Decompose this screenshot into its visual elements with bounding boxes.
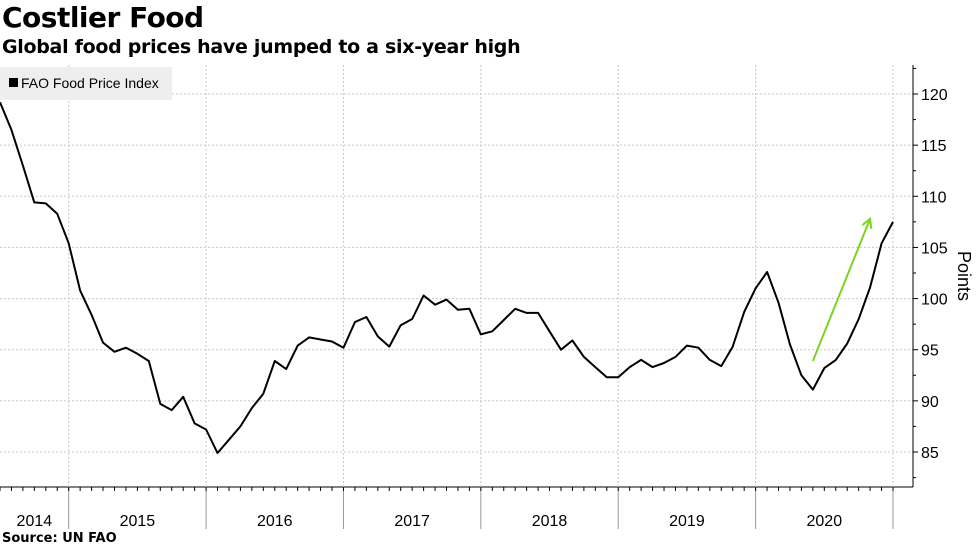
x-tick-label: 2015 — [120, 513, 156, 530]
x-tick-label: 2016 — [257, 513, 293, 530]
arrow-head-icon — [861, 216, 873, 229]
y-tick-label: 95 — [921, 343, 939, 360]
trend-arrow-icon — [811, 218, 872, 362]
legend: FAO Food Price Index — [0, 67, 172, 100]
x-tick-label: 2014 — [17, 513, 53, 530]
x-tick-label: 2019 — [669, 513, 705, 530]
y-axis-label: Points — [954, 251, 974, 301]
y-tick-label: 85 — [921, 445, 939, 462]
x-tick-label: 2017 — [394, 513, 430, 530]
x-tick-label: 2020 — [807, 513, 843, 530]
chart-title: Costlier Food — [2, 1, 204, 34]
chart-subtitle: Global food prices have jumped to a six-… — [2, 36, 521, 58]
legend-label: FAO Food Price Index — [21, 75, 159, 91]
y-tick-label: 115 — [921, 138, 947, 155]
y-tick-label: 105 — [921, 240, 948, 257]
series-line-fao-food-price-index — [0, 101, 894, 454]
x-tick-label: 2018 — [532, 513, 568, 530]
y-tick-label: 100 — [921, 292, 948, 309]
y-tick-label: 120 — [921, 87, 948, 104]
legend-swatch — [9, 78, 18, 87]
y-tick-label: 90 — [921, 394, 939, 411]
source-note: Source: UN FAO — [2, 531, 117, 546]
y-tick-label: 110 — [921, 189, 947, 206]
